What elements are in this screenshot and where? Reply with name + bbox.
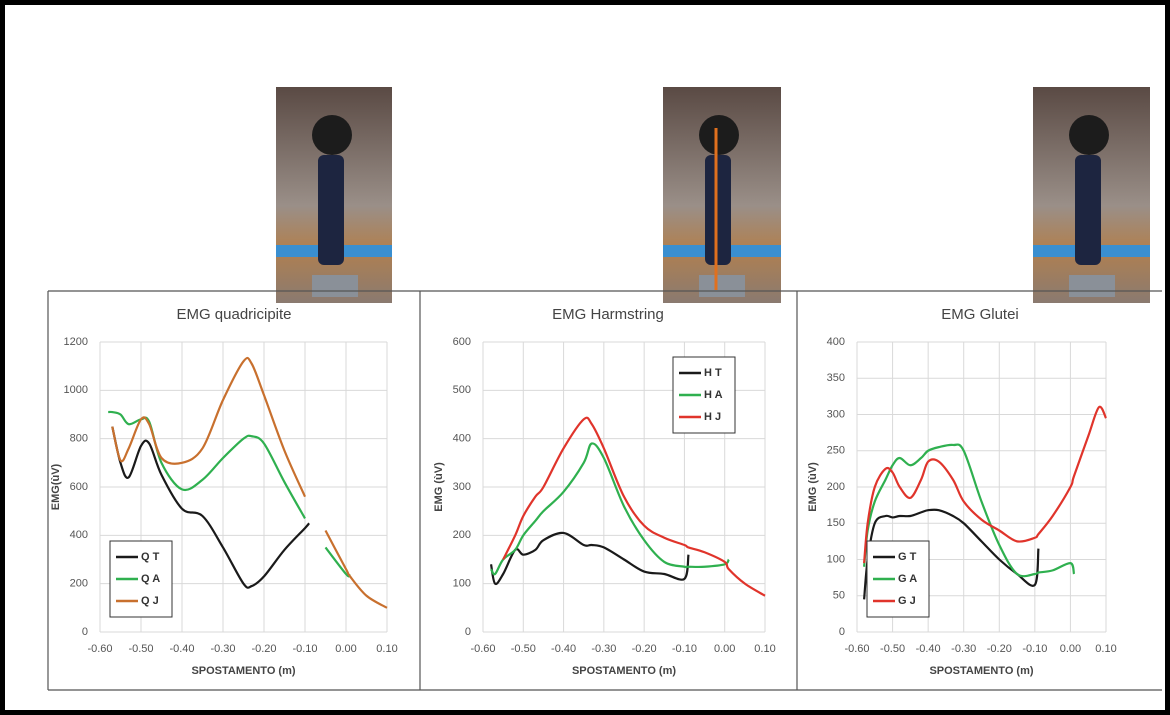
- x-tick-label: -0.40: [916, 643, 941, 655]
- x-tick-label: 0.10: [754, 643, 775, 655]
- x-tick-label: -0.10: [292, 643, 317, 655]
- x-tick-label: 0.10: [1095, 643, 1116, 655]
- chart-title: EMG Harmstring: [552, 306, 664, 323]
- x-tick-label: -0.20: [987, 643, 1012, 655]
- x-tick-label: -0.50: [511, 643, 536, 655]
- y-tick-label: 400: [827, 336, 845, 348]
- y-tick-label: 200: [827, 481, 845, 493]
- y-tick-label: 350: [827, 372, 845, 384]
- figure: EMG quadricipite020040060080010001200-0.…: [0, 0, 1170, 715]
- legend-label: Q A: [141, 573, 160, 585]
- y-tick-label: 300: [827, 408, 845, 420]
- chart-title: EMG quadricipite: [176, 306, 291, 323]
- legend-label: Q J: [141, 595, 159, 607]
- x-tick-label: 0.10: [376, 643, 397, 655]
- x-tick-label: -0.50: [128, 643, 153, 655]
- x-tick-label: -0.10: [1022, 643, 1047, 655]
- x-tick-label: -0.50: [880, 643, 905, 655]
- data-line: [503, 418, 765, 596]
- x-tick-label: -0.20: [251, 643, 276, 655]
- photo: [1033, 87, 1150, 303]
- x-tick-label: 0.00: [1060, 643, 1081, 655]
- y-tick-label: 150: [827, 517, 845, 529]
- y-tick-label: 0: [82, 626, 88, 638]
- legend-label: G J: [898, 595, 916, 607]
- y-tick-label: 400: [70, 529, 88, 541]
- y-tick-label: 1200: [64, 336, 88, 348]
- y-tick-label: 400: [453, 433, 471, 445]
- y-tick-label: 250: [827, 445, 845, 457]
- legend-label: Q T: [141, 551, 160, 563]
- y-tick-label: 1000: [64, 384, 88, 396]
- legend-label: H T: [704, 367, 722, 379]
- x-tick-label: -0.10: [672, 643, 697, 655]
- y-axis-label: EMG(ùV): [50, 463, 62, 510]
- y-tick-label: 0: [465, 626, 471, 638]
- y-tick-label: 500: [453, 384, 471, 396]
- x-tick-label: -0.40: [551, 643, 576, 655]
- photos: [276, 87, 1150, 303]
- legend-label: G T: [898, 551, 917, 563]
- x-tick-label: -0.40: [169, 643, 194, 655]
- x-tick-label: -0.60: [87, 643, 112, 655]
- x-axis-label: SPOSTAMENTO (m): [929, 665, 1033, 677]
- y-axis-label: EMG (ùV): [807, 462, 819, 512]
- x-axis-label: SPOSTAMENTO (m): [572, 665, 676, 677]
- y-tick-label: 100: [453, 578, 471, 590]
- photo: [276, 87, 392, 303]
- y-tick-label: 200: [453, 529, 471, 541]
- y-tick-label: 0: [839, 626, 845, 638]
- x-tick-label: -0.20: [632, 643, 657, 655]
- legend-label: H A: [704, 389, 723, 401]
- y-tick-label: 50: [833, 590, 845, 602]
- y-axis-label: EMG (ùV): [433, 462, 445, 512]
- page-border: [3, 3, 1168, 713]
- y-tick-label: 600: [70, 481, 88, 493]
- x-tick-label: -0.30: [210, 643, 235, 655]
- data-line: [864, 407, 1106, 563]
- x-tick-label: -0.60: [844, 643, 869, 655]
- panel-frames: [48, 291, 1162, 690]
- x-tick-label: 0.00: [335, 643, 356, 655]
- x-tick-label: -0.60: [470, 643, 495, 655]
- chart-title: EMG Glutei: [941, 306, 1019, 323]
- y-tick-label: 300: [453, 481, 471, 493]
- y-tick-label: 800: [70, 433, 88, 445]
- legend-label: G A: [898, 573, 917, 585]
- y-tick-label: 600: [453, 336, 471, 348]
- x-tick-label: -0.30: [591, 643, 616, 655]
- x-tick-label: 0.00: [714, 643, 735, 655]
- y-tick-label: 200: [70, 578, 88, 590]
- photo: [663, 87, 781, 303]
- legend-label: H J: [704, 411, 721, 423]
- x-axis-label: SPOSTAMENTO (m): [191, 665, 295, 677]
- x-tick-label: -0.30: [951, 643, 976, 655]
- y-tick-label: 100: [827, 553, 845, 565]
